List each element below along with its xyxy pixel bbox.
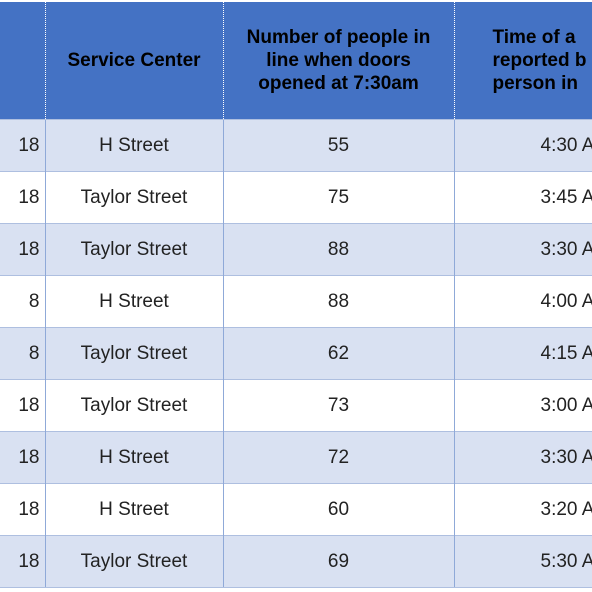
cell-date: 18 xyxy=(0,223,45,276)
cell-service-center: Taylor Street xyxy=(44,327,223,380)
cell-date: 18 xyxy=(0,535,45,588)
cell-service-center: H Street xyxy=(44,275,223,328)
cell-time-reported: 4:00 A xyxy=(453,275,592,328)
header-time-reported: Time of a reported b person in xyxy=(453,2,592,120)
table-row: 18 H Street 72 3:30 A xyxy=(0,431,592,484)
cell-date: 18 xyxy=(0,171,45,224)
cell-time-reported: 4:15 A xyxy=(453,327,592,380)
table-body: 18 H Street 55 4:30 A 18 Taylor Street 75 3:45 … xyxy=(0,119,592,588)
header-people-in-line: Number of people in line when doors open… xyxy=(222,2,454,120)
cell-service-center: Taylor Street xyxy=(44,379,223,432)
cell-people-in-line: 88 xyxy=(222,275,454,328)
cell-people-in-line: 73 xyxy=(222,379,454,432)
table-row: 18 Taylor Street 75 3:45 A xyxy=(0,171,592,224)
cell-people-in-line: 55 xyxy=(222,119,454,172)
cell-people-in-line: 88 xyxy=(222,223,454,276)
cell-service-center: H Street xyxy=(44,119,223,172)
cell-date: 18 xyxy=(0,379,45,432)
table-row: 18 Taylor Street 88 3:30 A xyxy=(0,223,592,276)
cell-people-in-line: 69 xyxy=(222,535,454,588)
cell-service-center: H Street xyxy=(44,483,223,536)
header-service-center: Service Center xyxy=(44,2,223,120)
cell-time-reported: 3:30 A xyxy=(453,431,592,484)
table-row: 18 H Street 55 4:30 A xyxy=(0,119,592,172)
table-row: 8 Taylor Street 62 4:15 A xyxy=(0,327,592,380)
cell-people-in-line: 72 xyxy=(222,431,454,484)
cell-people-in-line: 75 xyxy=(222,171,454,224)
cell-date: 18 xyxy=(0,431,45,484)
header-row: Service Center Number of people in line … xyxy=(0,2,592,120)
cell-people-in-line: 60 xyxy=(222,483,454,536)
cell-date: 8 xyxy=(0,327,45,380)
cell-service-center: H Street xyxy=(44,431,223,484)
cell-time-reported: 3:00 A xyxy=(453,379,592,432)
table-row: 18 Taylor Street 73 3:00 A xyxy=(0,379,592,432)
cell-time-reported: 3:45 A xyxy=(453,171,592,224)
cell-time-reported: 5:30 A xyxy=(453,535,592,588)
cell-service-center: Taylor Street xyxy=(44,223,223,276)
cell-date: 8 xyxy=(0,275,45,328)
header-date xyxy=(0,2,45,120)
cell-time-reported: 3:20 A xyxy=(453,483,592,536)
cell-service-center: Taylor Street xyxy=(44,535,223,588)
cell-date: 18 xyxy=(0,119,45,172)
cell-time-reported: 3:30 A xyxy=(453,223,592,276)
cell-service-center: Taylor Street xyxy=(44,171,223,224)
cell-date: 18 xyxy=(0,483,45,536)
cell-time-reported: 4:30 A xyxy=(453,119,592,172)
table-row: 18 H Street 60 3:20 A xyxy=(0,483,592,536)
table-row: 18 Taylor Street 69 5:30 A xyxy=(0,535,592,588)
cell-people-in-line: 62 xyxy=(222,327,454,380)
